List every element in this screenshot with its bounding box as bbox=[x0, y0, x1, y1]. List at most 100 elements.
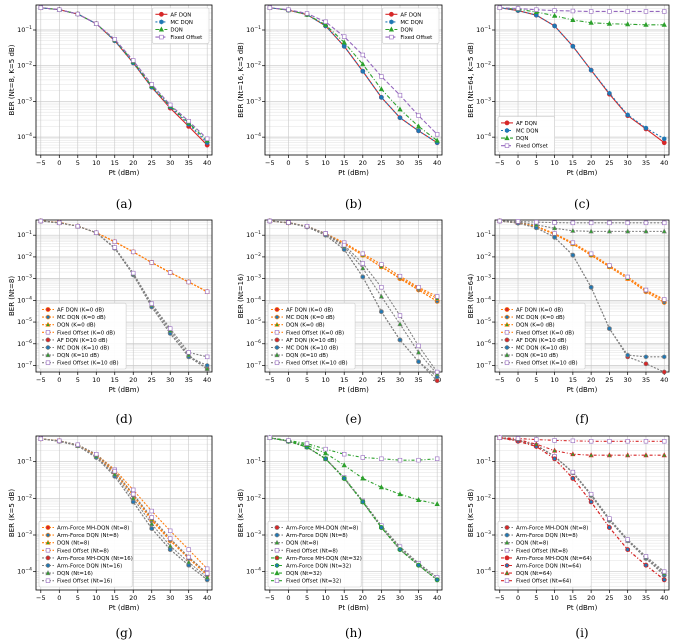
x-tick-label: 15 bbox=[111, 376, 119, 384]
y-tick-label: 10−2 bbox=[246, 61, 261, 70]
legend-marker bbox=[504, 578, 510, 583]
x-tick-label: 5 bbox=[76, 376, 80, 384]
x-tick-label: 35 bbox=[414, 376, 422, 384]
y-tick-label: 10−4 bbox=[476, 295, 491, 304]
data-point bbox=[570, 220, 576, 226]
y-tick-label: 10−5 bbox=[246, 317, 261, 326]
x-tick-label: 20 bbox=[587, 159, 595, 167]
legend-marker bbox=[274, 539, 280, 545]
data-point bbox=[94, 21, 99, 26]
x-tick-label: 30 bbox=[396, 594, 404, 602]
data-point bbox=[286, 7, 291, 12]
x-tick-label: 35 bbox=[185, 594, 193, 602]
y-tick-label: 10−4 bbox=[476, 567, 491, 576]
legend-label: DQN (Nt=32) bbox=[286, 571, 322, 577]
data-point bbox=[552, 438, 557, 443]
legend-label: Fixed Offset (Nt=8) bbox=[516, 548, 568, 554]
data-point bbox=[415, 123, 422, 129]
legend-label: Arm-Force MH-DQN (Nt=8) bbox=[516, 526, 588, 532]
data-point bbox=[552, 220, 557, 225]
legend-label: Fixed Offset (Nt=8) bbox=[57, 548, 109, 554]
data-point bbox=[416, 285, 421, 290]
y-tick-exponent: −5 bbox=[25, 317, 32, 323]
legend-marker bbox=[504, 555, 510, 561]
data-point bbox=[434, 294, 440, 299]
series-line bbox=[499, 437, 665, 442]
y-tick-label: 10−5 bbox=[476, 317, 491, 326]
data-point bbox=[112, 468, 117, 474]
x-tick-label: −5 bbox=[265, 376, 275, 384]
x-tick-label: 40 bbox=[660, 594, 668, 602]
data-point bbox=[661, 21, 667, 27]
data-point bbox=[606, 452, 613, 458]
legend-label: AF DQN bbox=[516, 121, 537, 127]
legend-label: Arm-Force DQN (Nt=8) bbox=[286, 533, 348, 539]
x-tick-label: 10 bbox=[550, 594, 558, 602]
x-tick-label: 0 bbox=[286, 594, 290, 602]
data-point bbox=[416, 359, 421, 365]
x-axis-label: Pt (dBm) bbox=[338, 386, 369, 394]
data-point bbox=[149, 521, 155, 526]
data-point bbox=[267, 218, 273, 224]
legend-marker bbox=[388, 26, 394, 32]
data-point bbox=[379, 262, 384, 267]
axes-frame bbox=[494, 4, 670, 156]
x-tick-label: 5 bbox=[305, 376, 309, 384]
y-tick-label: 10−1 bbox=[17, 25, 32, 34]
data-point bbox=[434, 137, 440, 143]
data-point bbox=[552, 456, 557, 462]
data-point bbox=[662, 297, 667, 302]
legend-marker bbox=[274, 360, 280, 365]
y-tick-label: 10−1 bbox=[476, 230, 491, 239]
legend-marker bbox=[504, 345, 510, 350]
panel-g: 10−4 10−3 10−2 10−1 −5 0 5 10 15 20 25 30 35 40 Pt (dB… bbox=[8, 435, 213, 640]
y-tick-label: 10−1 bbox=[246, 25, 261, 34]
series-line bbox=[40, 7, 208, 140]
panel-h: 10−4 10−3 10−2 10−1 −5 0 5 10 15 20 25 30 35 40 Pt (dB… bbox=[237, 434, 443, 640]
y-tick-label: 10−2 bbox=[17, 493, 32, 502]
data-point bbox=[131, 491, 136, 497]
data-point bbox=[643, 562, 649, 568]
legend-box bbox=[382, 7, 440, 44]
series-line bbox=[269, 7, 438, 142]
x-tick-label: 20 bbox=[129, 594, 137, 602]
y-tick-exponent: −6 bbox=[484, 339, 491, 345]
x-tick-label: 35 bbox=[642, 159, 650, 167]
data-point bbox=[323, 450, 329, 456]
y-axis-label: BER (Nt=8) bbox=[8, 276, 16, 316]
data-point bbox=[625, 228, 631, 234]
x-tick-label: 40 bbox=[203, 594, 211, 602]
data-point bbox=[397, 115, 403, 121]
legend-marker bbox=[45, 321, 51, 327]
x-axis-label: Pt (dBm) bbox=[567, 169, 598, 177]
legend-marker bbox=[504, 143, 510, 148]
y-tick-exponent: −4 bbox=[25, 295, 32, 301]
y-tick-label: 10−1 bbox=[476, 457, 491, 466]
legend-box bbox=[152, 7, 210, 44]
data-point bbox=[168, 102, 173, 108]
data-point bbox=[397, 313, 403, 318]
data-point bbox=[131, 499, 136, 505]
legend-marker bbox=[45, 345, 51, 350]
x-tick-label: 35 bbox=[185, 159, 193, 167]
panel-caption: (i) bbox=[575, 626, 588, 640]
y-tick-exponent: −6 bbox=[254, 339, 261, 345]
data-point bbox=[360, 274, 365, 280]
x-tick-label: 5 bbox=[305, 159, 309, 167]
x-tick-label: 15 bbox=[340, 159, 348, 167]
data-point bbox=[570, 438, 576, 444]
x-tick-label: 0 bbox=[516, 159, 520, 167]
data-point bbox=[643, 439, 649, 444]
data-point bbox=[552, 231, 557, 236]
data-point bbox=[533, 221, 539, 227]
data-point bbox=[94, 230, 99, 235]
data-point bbox=[551, 447, 558, 453]
y-tick-exponent: −6 bbox=[25, 339, 32, 345]
panel-caption: (f) bbox=[575, 412, 589, 426]
data-point bbox=[625, 452, 631, 458]
data-point bbox=[607, 90, 612, 96]
legend-label: DQN (K=10 dB) bbox=[286, 353, 328, 359]
y-tick-exponent: −1 bbox=[484, 457, 491, 463]
data-point bbox=[625, 274, 630, 280]
data-point bbox=[130, 495, 136, 501]
